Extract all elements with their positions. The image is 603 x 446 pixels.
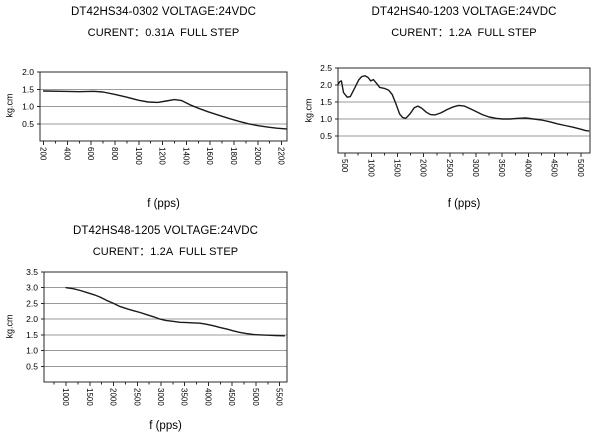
x-tick-label: 4500 bbox=[550, 159, 559, 177]
x-tick-label: 500 bbox=[340, 159, 349, 173]
torque-curve bbox=[42, 90, 288, 130]
y-tick-label: 0.5 bbox=[22, 119, 34, 129]
x-tick-label: 4500 bbox=[227, 388, 236, 406]
x-tick-label: 4000 bbox=[203, 388, 212, 406]
y-tick-label: 1.0 bbox=[26, 346, 38, 356]
y-tick-label: 1.5 bbox=[22, 84, 34, 94]
x-tick-label: 2000 bbox=[419, 159, 428, 177]
x-tick-label: 800 bbox=[110, 147, 119, 161]
x-tick-label: 3500 bbox=[497, 159, 506, 177]
x-tick-label: 3000 bbox=[156, 388, 165, 406]
y-tick-label: 0.5 bbox=[320, 131, 332, 141]
y-tick-label: 2.0 bbox=[320, 80, 332, 90]
plot-area: 0.5 1.0 1.5 2.0 2.5 3.0 3.5 1000 1500 2000 2500 300… bbox=[26, 267, 288, 406]
x-tick-label: 2000 bbox=[253, 147, 262, 165]
x-tick-label: 5500 bbox=[275, 388, 284, 406]
chart-dt42hs34-0302: DT42HS34-0302 VOLTAGE:24VDC CURENT：0.31A… bbox=[0, 0, 300, 218]
x-axis-label: f (pps) bbox=[447, 198, 481, 210]
plot-area: 0.5 1.0 1.5 2.0 2.5 500 1000 1500 2000 2500 3000 35… bbox=[320, 63, 591, 177]
y-tick-label: 1.5 bbox=[320, 97, 332, 107]
y-tick-label: 2.0 bbox=[22, 67, 34, 77]
y-tick-label: 2.5 bbox=[26, 298, 38, 308]
x-tick-label: 1200 bbox=[158, 147, 167, 165]
chart-title: DT42HS48-1205 VOLTAGE:24VDC bbox=[72, 225, 259, 237]
chart-subtitle: CURENT：0.31A FULL STEP bbox=[87, 27, 240, 39]
x-tick-label: 1000 bbox=[61, 388, 70, 406]
x-tick-label: 1500 bbox=[85, 388, 94, 406]
x-tick-label: 5000 bbox=[251, 388, 260, 406]
x-tick-label: 1400 bbox=[181, 147, 190, 165]
x-tick-label: 1000 bbox=[134, 147, 143, 165]
x-tick-label: 1500 bbox=[392, 159, 401, 177]
chart-subtitle: CURENT：1.2A FULL STEP bbox=[391, 27, 537, 39]
plot-area: 0.5 1.0 1.5 2.0 200 400 600 800 1000 1200 1400 1600… bbox=[22, 67, 288, 165]
x-tick-label: 4000 bbox=[523, 159, 532, 177]
x-tick-label: 2500 bbox=[445, 159, 454, 177]
chart-dt42hs48-1205: DT42HS48-1205 VOLTAGE:24VDC CURENT：1.2A … bbox=[0, 220, 300, 446]
x-axis-label: f (pps) bbox=[147, 198, 180, 210]
y-tick-label: 2.5 bbox=[320, 63, 332, 73]
y-tick-label: 1.5 bbox=[26, 330, 38, 340]
x-tick-label: 400 bbox=[62, 147, 71, 161]
chart-subtitle: CURENT：1.2A FULL STEP bbox=[92, 246, 239, 258]
y-tick-label: 1.0 bbox=[320, 114, 332, 124]
chart-dt42hs40-1203: DT42HS40-1203 VOLTAGE:24VDC CURENT：1.2A … bbox=[300, 0, 603, 218]
x-axis-label: f (pps) bbox=[149, 420, 182, 432]
y-tick-label: 3.5 bbox=[26, 267, 38, 277]
x-tick-label: 2000 bbox=[109, 388, 118, 406]
x-tick-label: 1600 bbox=[205, 147, 214, 165]
y-tick-label: 0.5 bbox=[26, 361, 38, 371]
x-tick-label: 2500 bbox=[132, 388, 141, 406]
x-tick-label: 1800 bbox=[229, 147, 238, 165]
y-tick-label: 1.0 bbox=[22, 102, 34, 112]
x-tick-label: 3000 bbox=[471, 159, 480, 177]
y-tick-label: 3.0 bbox=[26, 283, 38, 293]
x-tick-label: 5000 bbox=[576, 159, 585, 177]
torque-curve bbox=[337, 75, 590, 132]
y-tick-label: 2.0 bbox=[26, 314, 38, 324]
chart-title: DT42HS40-1203 VOLTAGE:24VDC bbox=[371, 6, 557, 18]
x-tick-label: 1000 bbox=[366, 159, 375, 177]
chart-title: DT42HS34-0302 VOLTAGE:24VDC bbox=[70, 6, 257, 18]
torque-curve bbox=[65, 287, 286, 337]
x-tick-label: 3500 bbox=[180, 388, 189, 406]
x-tick-label: 200 bbox=[39, 147, 48, 161]
x-tick-label: 600 bbox=[86, 147, 95, 161]
x-tick-label: 2200 bbox=[277, 147, 286, 165]
